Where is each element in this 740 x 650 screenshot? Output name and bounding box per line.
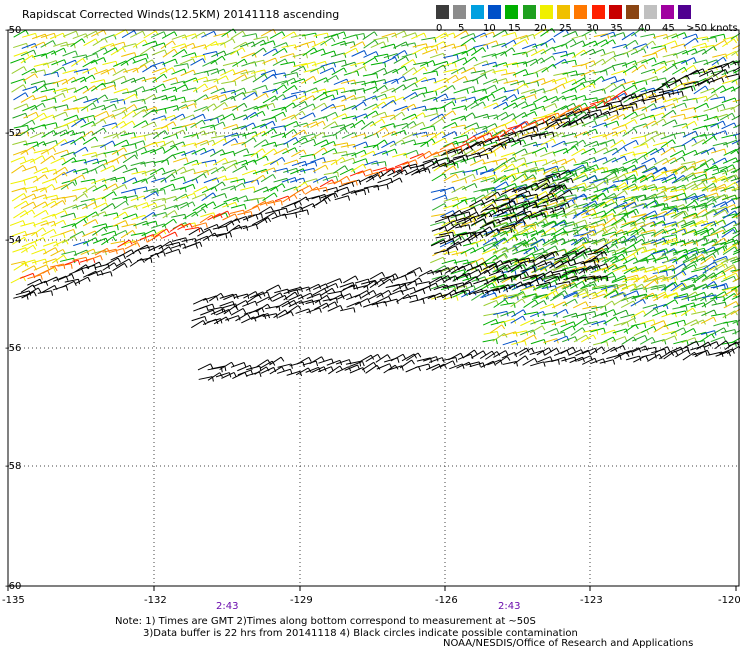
scale-swatch	[539, 5, 553, 19]
scale-label: 5	[458, 23, 465, 34]
scale-label: 0	[436, 23, 443, 34]
pass-time-label: 2:43	[216, 601, 238, 612]
x-tick-label: -120	[718, 595, 740, 606]
scale-label: 10	[483, 23, 496, 34]
x-tick-label: -123	[580, 595, 603, 606]
y-tick-label: -54	[5, 235, 21, 246]
scale-swatch	[470, 5, 484, 19]
scale-label: 30	[586, 23, 599, 34]
y-tick-label: -56	[5, 343, 21, 354]
scale-label: 35	[610, 23, 623, 34]
scale-swatch	[487, 5, 501, 19]
x-tick-label: -129	[290, 595, 313, 606]
note-line-1: Note: 1) Times are GMT 2)Times along bot…	[115, 616, 536, 627]
scale-swatch	[453, 5, 467, 19]
wind-speed-color-scale: 0 5 10 15 20 25 30 35 40 45 >50 knots	[436, 5, 738, 35]
x-tick-label: -135	[2, 595, 25, 606]
x-tick-label: -126	[435, 595, 458, 606]
scale-swatch	[505, 5, 519, 19]
scale-label: 20	[534, 23, 547, 34]
scale-swatch	[522, 5, 536, 19]
scale-label: 45	[662, 23, 675, 34]
scale-swatch	[678, 5, 692, 19]
notes-block: Note: 1) Times are GMT 2)Times along bot…	[115, 616, 578, 640]
pass-time-label: 2:43	[498, 601, 520, 612]
scale-swatch	[591, 5, 605, 19]
scale-swatch	[557, 5, 571, 19]
scale-swatch	[609, 5, 622, 19]
x-tick-label: -132	[144, 595, 167, 606]
scale-swatch	[643, 5, 657, 19]
credit-text: NOAA/NESDIS/Office of Research and Appli…	[443, 638, 694, 649]
wind-barbs-layer	[9, 27, 740, 382]
axis-labels: -135 -132 -129 -126 -123 -120 -50 -52 -54 -56 -58 -…	[2, 25, 740, 612]
scale-label: 40	[638, 23, 651, 34]
y-tick-label: -58	[5, 461, 21, 472]
scale-label: 15	[508, 23, 521, 34]
map-frame	[7, 29, 740, 587]
scale-swatch	[574, 5, 588, 19]
y-tick-label: -50	[5, 25, 21, 36]
note-line-2: 3)Data buffer is 22 hrs from 20141118 4)…	[143, 628, 578, 639]
map-title: Rapidscat Corrected Winds(12.5KM) 201411…	[22, 8, 340, 21]
lat-lon-grid	[8, 30, 739, 586]
scale-swatch	[626, 5, 640, 19]
y-tick-label: -60	[5, 581, 21, 592]
scale-swatch	[436, 5, 449, 19]
scale-label: >50 knots	[686, 23, 738, 34]
scale-swatch	[660, 5, 674, 19]
y-tick-label: -52	[5, 128, 21, 139]
scale-label: 25	[559, 23, 572, 34]
